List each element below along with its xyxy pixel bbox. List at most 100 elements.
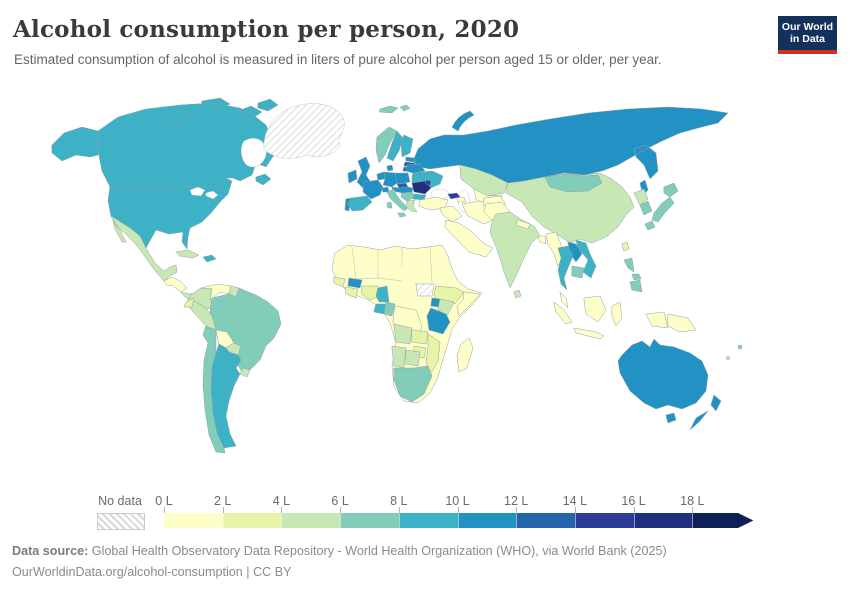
- country-india[interactable]: [489, 211, 541, 289]
- country-france[interactable]: [362, 179, 384, 200]
- legend-bin[interactable]: [633, 513, 693, 528]
- citation-line: OurWorldinData.org/alcohol-consumption |…: [12, 565, 292, 579]
- country-hispaniola[interactable]: [202, 254, 217, 263]
- country-cambodia[interactable]: [571, 265, 585, 279]
- country-benelux[interactable]: [376, 171, 386, 181]
- legend-tick: [340, 507, 342, 513]
- country-zambia[interactable]: [411, 329, 429, 345]
- citation-link[interactable]: OurWorldinData.org/alcohol-consumption: [12, 565, 243, 579]
- country-chile[interactable]: [202, 325, 226, 454]
- country-bangladesh[interactable]: [537, 235, 547, 245]
- country-ivory-coast-ghana[interactable]: [344, 286, 359, 299]
- legend-bin[interactable]: [692, 513, 754, 528]
- country-moldova[interactable]: [425, 179, 432, 187]
- country-north-korea[interactable]: [633, 188, 649, 206]
- legend-tick: [222, 507, 224, 513]
- country-ireland[interactable]: [347, 169, 358, 184]
- owid-logo-line1: Our World: [781, 21, 834, 33]
- country-sri-lanka[interactable]: [513, 289, 522, 299]
- country-venezuela[interactable]: [200, 283, 232, 301]
- country-canada[interactable]: [97, 97, 279, 188]
- country-russia[interactable]: [412, 106, 729, 196]
- country-madagascar[interactable]: [456, 337, 474, 373]
- country-tanzania[interactable]: [426, 307, 451, 335]
- country-switzerland[interactable]: [381, 186, 390, 193]
- country-australia[interactable]: [617, 338, 709, 424]
- country-indonesia[interactable]: [553, 295, 669, 340]
- great-lakes: [189, 186, 219, 200]
- country-china[interactable]: [505, 172, 635, 244]
- country-nepal[interactable]: [515, 219, 531, 230]
- country-south-korea[interactable]: [639, 200, 653, 216]
- country-new-caledonia[interactable]: [725, 355, 731, 361]
- country-georgia[interactable]: [447, 192, 461, 200]
- country-cameroon[interactable]: [375, 285, 390, 303]
- legend-bin[interactable]: [398, 513, 459, 528]
- legend-bin[interactable]: [222, 513, 283, 528]
- country-south-sudan[interactable]: [415, 283, 435, 297]
- country-ecuador[interactable]: [183, 297, 195, 308]
- legend-tick-label: 4 L: [272, 494, 291, 508]
- country-kazakhstan[interactable]: [459, 164, 509, 197]
- country-denmark[interactable]: [386, 164, 394, 172]
- country-azerbaijan[interactable]: [456, 196, 467, 203]
- country-congo[interactable]: [383, 301, 396, 317]
- country-burkina-faso[interactable]: [347, 277, 363, 289]
- country-botswana[interactable]: [405, 349, 421, 367]
- data-source-line: Data source: Global Health Observatory D…: [12, 544, 667, 558]
- country-guinea[interactable]: [333, 276, 346, 288]
- country-fiji[interactable]: [737, 344, 743, 350]
- country-mongolia[interactable]: [544, 173, 603, 193]
- country-poland[interactable]: [394, 172, 411, 185]
- legend-tick: [633, 507, 635, 513]
- legend-tick-label: 8 L: [390, 494, 408, 508]
- country-greece[interactable]: [405, 199, 418, 213]
- country-uruguay[interactable]: [239, 367, 251, 378]
- legend-bin-divider: [398, 513, 400, 528]
- country-angola[interactable]: [393, 323, 413, 345]
- country-usa[interactable]: [107, 177, 233, 250]
- legend-bin[interactable]: [574, 513, 635, 528]
- country-saudi-peninsula[interactable]: [444, 219, 494, 258]
- data-source-label: Data source:: [12, 544, 89, 558]
- country-cuba[interactable]: [175, 249, 200, 259]
- country-alaska[interactable]: [51, 126, 99, 162]
- country-nigeria[interactable]: [361, 285, 381, 301]
- legend-bin[interactable]: [281, 513, 341, 528]
- country-estonia[interactable]: [405, 156, 416, 163]
- owid-logo[interactable]: Our World in Data: [778, 16, 837, 54]
- country-central-america-north[interactable]: [163, 276, 188, 293]
- country-taiwan[interactable]: [621, 241, 630, 252]
- country-spain[interactable]: [347, 195, 373, 212]
- page-subtitle: Estimated consumption of alcohol is meas…: [14, 52, 662, 67]
- country-belarus[interactable]: [405, 163, 426, 174]
- country-vietnam[interactable]: [575, 239, 597, 279]
- country-papua-new-guinea[interactable]: [667, 313, 697, 333]
- legend-tick-label: 2 L: [213, 494, 232, 508]
- legend-bin[interactable]: [516, 513, 576, 528]
- country-svalbard[interactable]: [379, 104, 411, 114]
- country-somalia[interactable]: [456, 291, 481, 317]
- country-syria-iraq[interactable]: [439, 205, 463, 223]
- country-philippines[interactable]: [623, 257, 643, 293]
- country-balkans[interactable]: [400, 191, 416, 202]
- legend-bin[interactable]: [457, 513, 517, 528]
- country-mexico[interactable]: [110, 215, 178, 282]
- legend-bin[interactable]: [340, 513, 400, 528]
- country-malaysia[interactable]: [559, 291, 569, 309]
- country-finland[interactable]: [400, 134, 414, 158]
- legend-tick-label: 6 L: [331, 494, 349, 508]
- legend-bin[interactable]: [164, 513, 224, 528]
- legend-tick: [457, 507, 459, 513]
- country-new-zealand[interactable]: [689, 394, 722, 431]
- country-thailand[interactable]: [557, 245, 574, 291]
- country-japan[interactable]: [644, 182, 679, 231]
- country-namibia[interactable]: [391, 345, 407, 369]
- country-south-africa[interactable]: [393, 365, 433, 403]
- country-germany[interactable]: [382, 171, 398, 188]
- no-data-swatch[interactable]: [97, 513, 145, 530]
- country-norway[interactable]: [375, 126, 398, 164]
- legend-bin-divider: [340, 513, 342, 528]
- country-greenland[interactable]: [263, 103, 345, 159]
